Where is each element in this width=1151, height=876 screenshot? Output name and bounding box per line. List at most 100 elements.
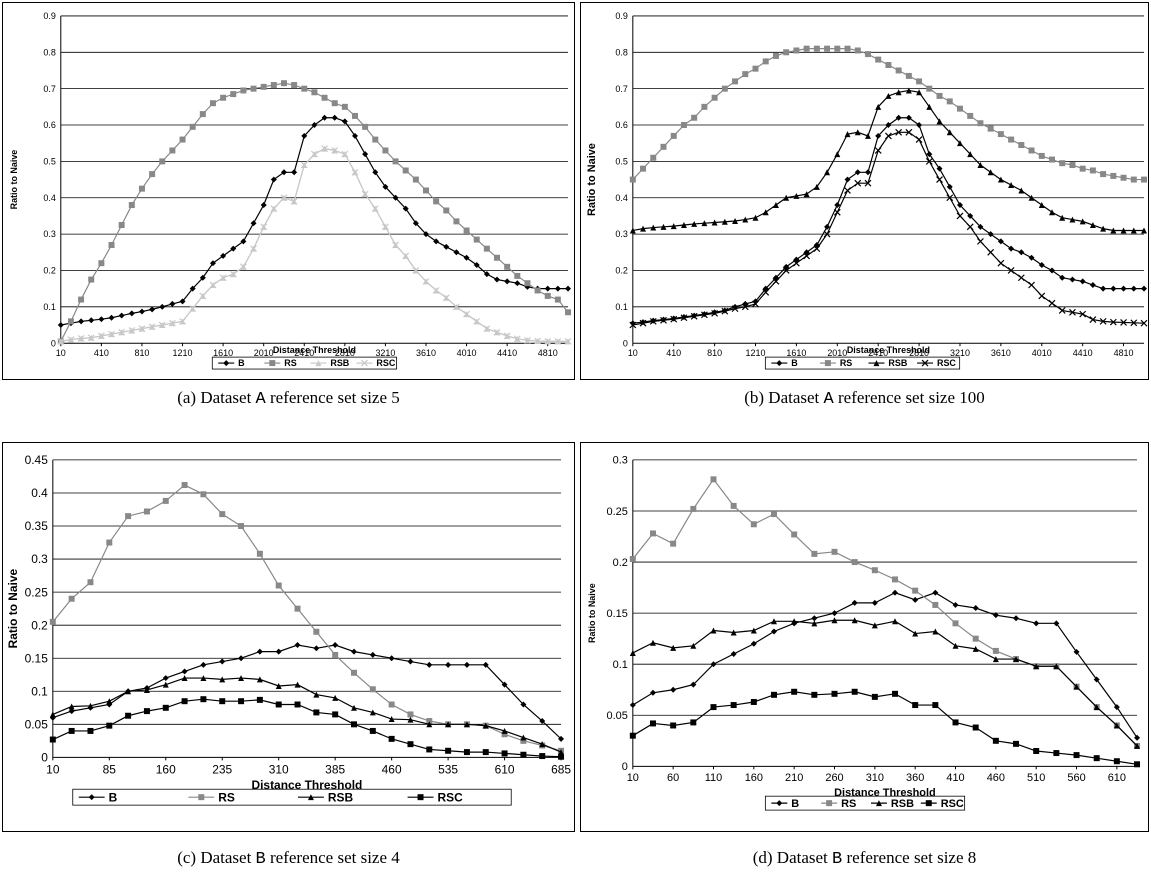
data-point [987, 231, 994, 238]
data-point [1033, 620, 1040, 627]
chart-svg-d: 0 0.05 0.1 0.15 0.2 0.25 0.3 10 60 110 160 210 260 31… [587, 455, 1141, 811]
data-point [463, 749, 470, 756]
x-tick-label: 610 [1108, 772, 1126, 784]
data-point [710, 704, 717, 711]
data-point [544, 292, 551, 299]
data-point [162, 681, 169, 688]
data-point [1120, 227, 1127, 234]
data-point [905, 72, 912, 79]
y-tick-label: 0.6 [43, 120, 55, 130]
data-point [925, 157, 933, 165]
legend-label-rsc: RSC [376, 358, 395, 368]
data-point [670, 540, 677, 547]
data-point [997, 238, 1004, 245]
data-point [1079, 278, 1086, 285]
data-point [534, 337, 541, 345]
data-point [98, 316, 105, 323]
data-point [1059, 274, 1066, 281]
data-point [97, 332, 105, 340]
data-point [977, 223, 984, 230]
data-point [916, 122, 923, 129]
data-point [731, 305, 739, 313]
data-point [407, 711, 414, 718]
data-point [382, 147, 389, 154]
x-tick-label: 2810 [335, 348, 355, 358]
data-point [793, 192, 800, 199]
data-point [1038, 262, 1045, 268]
legend-marker-b [223, 360, 230, 367]
data-point [992, 737, 999, 744]
data-point [885, 122, 892, 129]
data-point [199, 111, 206, 118]
data-point [912, 702, 919, 709]
legend-label-rsb: RSB [891, 798, 914, 810]
data-point [341, 103, 348, 110]
data-point [539, 753, 546, 760]
data-point [629, 649, 636, 656]
x-tick-label: 4010 [1032, 348, 1052, 358]
series-line-rs [60, 82, 569, 342]
data-point [443, 243, 450, 250]
data-point [290, 197, 298, 205]
data-point [240, 87, 247, 94]
data-point [501, 727, 508, 734]
data-point [1069, 276, 1076, 283]
data-point [220, 94, 227, 101]
data-point [1100, 225, 1107, 232]
data-point [864, 179, 872, 187]
x-tick-label: 310 [269, 762, 289, 776]
x-tick-label: 560 [1067, 772, 1085, 784]
data-point [892, 690, 899, 697]
x-tick-label: 160 [745, 772, 763, 784]
data-point [750, 699, 757, 705]
data-point [189, 285, 196, 292]
data-point [1134, 742, 1141, 749]
data-point [1130, 319, 1138, 327]
data-point [1059, 214, 1066, 221]
data-point [670, 722, 677, 729]
y-axis-label: Ratio to Naive [586, 143, 598, 216]
x-tick-label: 385 [325, 762, 345, 776]
data-point [554, 337, 562, 345]
data-point [1069, 162, 1076, 169]
y-tick-label: 0.3 [43, 229, 55, 239]
data-point [946, 129, 953, 136]
data-point [351, 669, 357, 676]
data-point [771, 618, 777, 625]
data-point [987, 248, 995, 256]
data-point [392, 158, 399, 165]
data-point [382, 223, 389, 231]
data-point [752, 300, 759, 308]
data-point [649, 317, 657, 325]
x-tick-label: 410 [94, 348, 109, 358]
data-point [640, 225, 647, 232]
data-point [87, 579, 94, 586]
data-point [932, 589, 939, 596]
data-point [932, 601, 939, 608]
data-point [504, 263, 511, 270]
series-rsc [629, 688, 1141, 768]
data-point [78, 296, 85, 303]
data-point [1120, 285, 1127, 292]
data-point [199, 292, 207, 300]
data-point [700, 311, 708, 319]
series-rsc [57, 145, 572, 345]
x-tick-label: 1210 [173, 348, 193, 358]
x-tick-label: 210 [785, 772, 803, 784]
data-point [871, 599, 878, 606]
data-point [169, 147, 176, 154]
data-point [885, 132, 892, 140]
x-tick-label: 4010 [457, 348, 477, 358]
data-point [351, 704, 357, 711]
data-point [87, 727, 94, 734]
data-point [270, 176, 277, 183]
data-point [369, 686, 376, 693]
y-tick-label: 0.2 [43, 266, 55, 276]
data-point [88, 317, 95, 324]
y-tick-label: 0.1 [615, 302, 627, 312]
data-point [239, 263, 247, 271]
data-point [88, 276, 95, 283]
x-axis-label: Distance Threshold [251, 778, 362, 792]
data-point [1113, 758, 1120, 765]
